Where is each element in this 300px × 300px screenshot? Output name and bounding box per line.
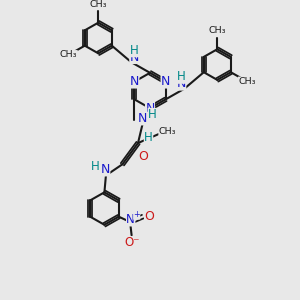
Text: N: N [130,51,139,64]
Text: N: N [126,213,135,226]
Text: +: + [134,210,140,219]
Text: N: N [100,163,110,176]
Text: CH₃: CH₃ [208,26,226,35]
Text: O: O [138,150,148,164]
Text: O⁻: O⁻ [124,236,140,249]
Text: N: N [138,112,148,125]
Text: CH₃: CH₃ [60,50,77,59]
Text: CH₃: CH₃ [89,0,107,9]
Text: O: O [144,210,154,223]
Text: N: N [161,75,170,88]
Text: N: N [130,75,139,88]
Text: N: N [177,77,186,90]
Text: N: N [145,102,155,115]
Text: H: H [177,70,186,83]
Text: H: H [144,131,153,144]
Text: H: H [148,108,157,121]
Text: H: H [91,160,100,173]
Text: H: H [130,44,139,57]
Text: CH₃: CH₃ [159,127,176,136]
Text: CH₃: CH₃ [238,77,256,86]
